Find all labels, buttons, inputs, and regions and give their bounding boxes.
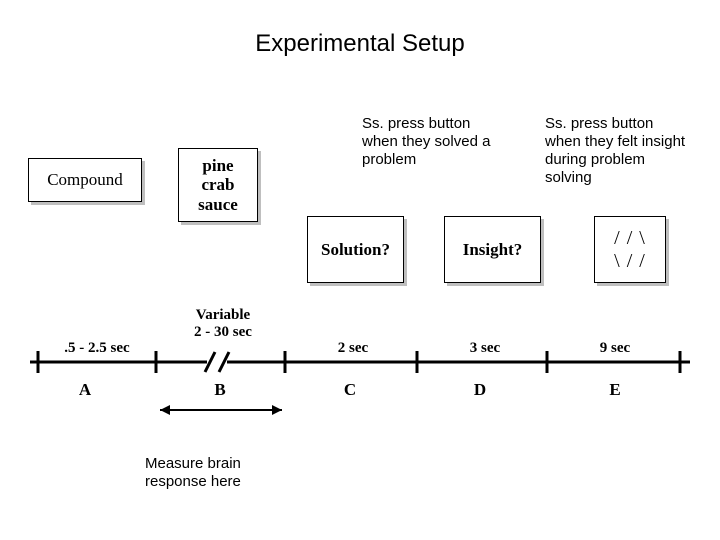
annotation-measure: Measure brain response here — [145, 455, 275, 491]
phase-E: E — [600, 380, 630, 400]
phase-D: D — [465, 380, 495, 400]
diagram-stage: Experimental Setup Ss. press button when… — [0, 0, 720, 540]
phase-C: C — [335, 380, 365, 400]
timeline — [0, 0, 720, 540]
phase-B: B — [205, 380, 235, 400]
phase-A: A — [70, 380, 100, 400]
